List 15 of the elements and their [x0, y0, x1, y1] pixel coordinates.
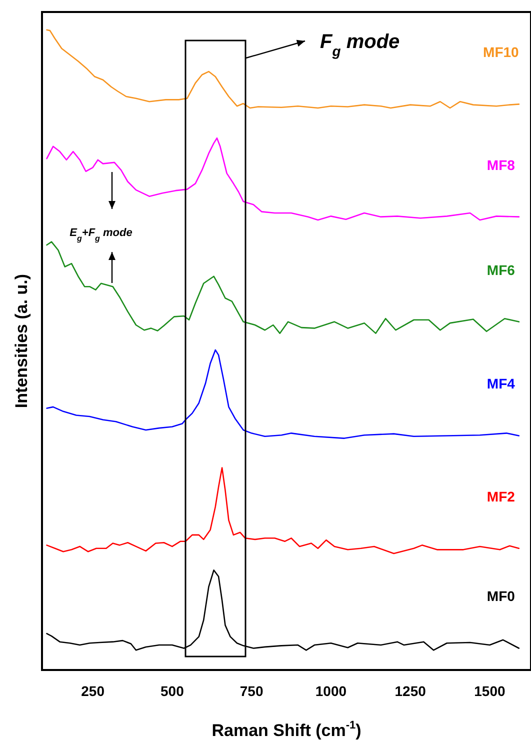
annotation: E$_{g}$+F$_{g}$ mode	[70, 227, 132, 242]
x-tick-label: 250	[81, 683, 105, 699]
text: MF6	[486, 262, 516, 278]
x-tick-label: 500	[160, 683, 184, 699]
x-tick-label: 1000	[315, 683, 347, 699]
x-tick-label: 750	[240, 683, 264, 699]
annotation: F$_{g}$ mode	[320, 31, 400, 59]
text: MF2	[486, 488, 516, 504]
x-tick-label: 1500	[474, 683, 506, 699]
y-axis-title: Intensities (a. u.)	[12, 274, 31, 408]
text: MF0	[486, 588, 516, 604]
text: MF8	[486, 156, 516, 173]
x-tick-label: 1250	[394, 683, 426, 699]
text: MF4	[486, 376, 516, 392]
text: MF10	[483, 44, 520, 60]
